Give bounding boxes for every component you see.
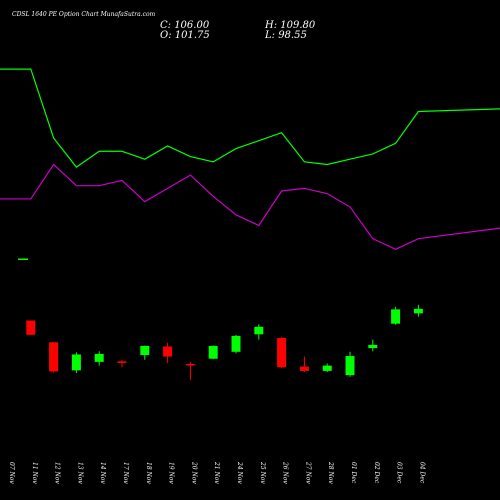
candle-body [277, 338, 287, 368]
indicator-line-1 [0, 68, 500, 168]
candle [49, 342, 59, 373]
x-tick-label: 04 Dec [418, 462, 425, 484]
low-value: L: 98.55 [264, 30, 307, 41]
high-value: H: 109.80 [264, 20, 316, 31]
candle [277, 336, 287, 369]
candle [208, 345, 218, 360]
candle [368, 339, 378, 352]
x-tick-label: 07 Nov [8, 462, 15, 484]
x-tick-label: 02 Dec [373, 462, 380, 484]
open-value: O: 101.75 [160, 30, 210, 41]
candle-body [26, 320, 36, 335]
x-tick-label: 11 Nov [31, 462, 38, 484]
candle-body [345, 356, 355, 376]
candle [26, 320, 36, 335]
x-tick-label: 21 Nov [213, 461, 220, 484]
candle [185, 361, 195, 380]
candle [254, 324, 264, 340]
close-value: C: 106.00 [160, 20, 210, 31]
candle [94, 351, 104, 366]
last-close-marker [18, 258, 28, 260]
x-tick-label: 24 Nov [236, 461, 243, 484]
x-tick-label: 12 Nov [54, 462, 61, 484]
candle [140, 345, 150, 360]
candle [322, 363, 332, 372]
x-tick-label: 19 Nov [168, 462, 175, 484]
candle [71, 352, 81, 374]
x-axis-ticks: 07 Nov 11 Nov 12 Nov 13 Nov 14 Nov 17 Nov 18 N… [8, 461, 425, 484]
candle-body [254, 326, 264, 335]
candle-body [322, 365, 332, 371]
chart-title: CDSL 1640 PE Option Chart MunafaSutra.co… [12, 11, 156, 18]
candle-body [299, 366, 309, 371]
candles [26, 304, 423, 380]
x-tick-label: 27 Nov [304, 461, 311, 484]
candle [413, 304, 423, 317]
x-tick-label: 03 Dec [396, 462, 403, 484]
x-tick-label: 26 Nov [282, 461, 289, 484]
candle [163, 342, 173, 363]
candle-body [231, 335, 241, 352]
x-tick-label: 01 Dec [350, 462, 357, 484]
candle-body [140, 345, 150, 355]
indicator-lines [0, 68, 500, 250]
x-tick-label: 18 Nov [145, 462, 152, 484]
candle-body [117, 361, 127, 363]
candle-body [208, 345, 218, 359]
x-tick-label: 17 Nov [122, 462, 129, 484]
candle-body [163, 346, 173, 357]
x-tick-label: 14 Nov [99, 462, 106, 484]
candle-body [413, 308, 423, 314]
x-tick-label: 13 Nov [76, 462, 83, 484]
candle [231, 334, 241, 354]
x-tick-label: 25 Nov [259, 461, 266, 484]
candle-body [391, 309, 401, 324]
candle [345, 351, 355, 377]
x-tick-label: 28 Nov [327, 461, 334, 484]
x-tick-label: 20 Nov [190, 461, 197, 484]
candle-body [71, 354, 81, 371]
candle-body [49, 342, 59, 372]
indicator-line-2 [0, 163, 500, 250]
candle [299, 356, 309, 372]
candle [391, 306, 401, 325]
candle-body [185, 364, 195, 366]
candle-body [368, 344, 378, 349]
candle-body [94, 353, 104, 362]
candle [117, 359, 127, 368]
